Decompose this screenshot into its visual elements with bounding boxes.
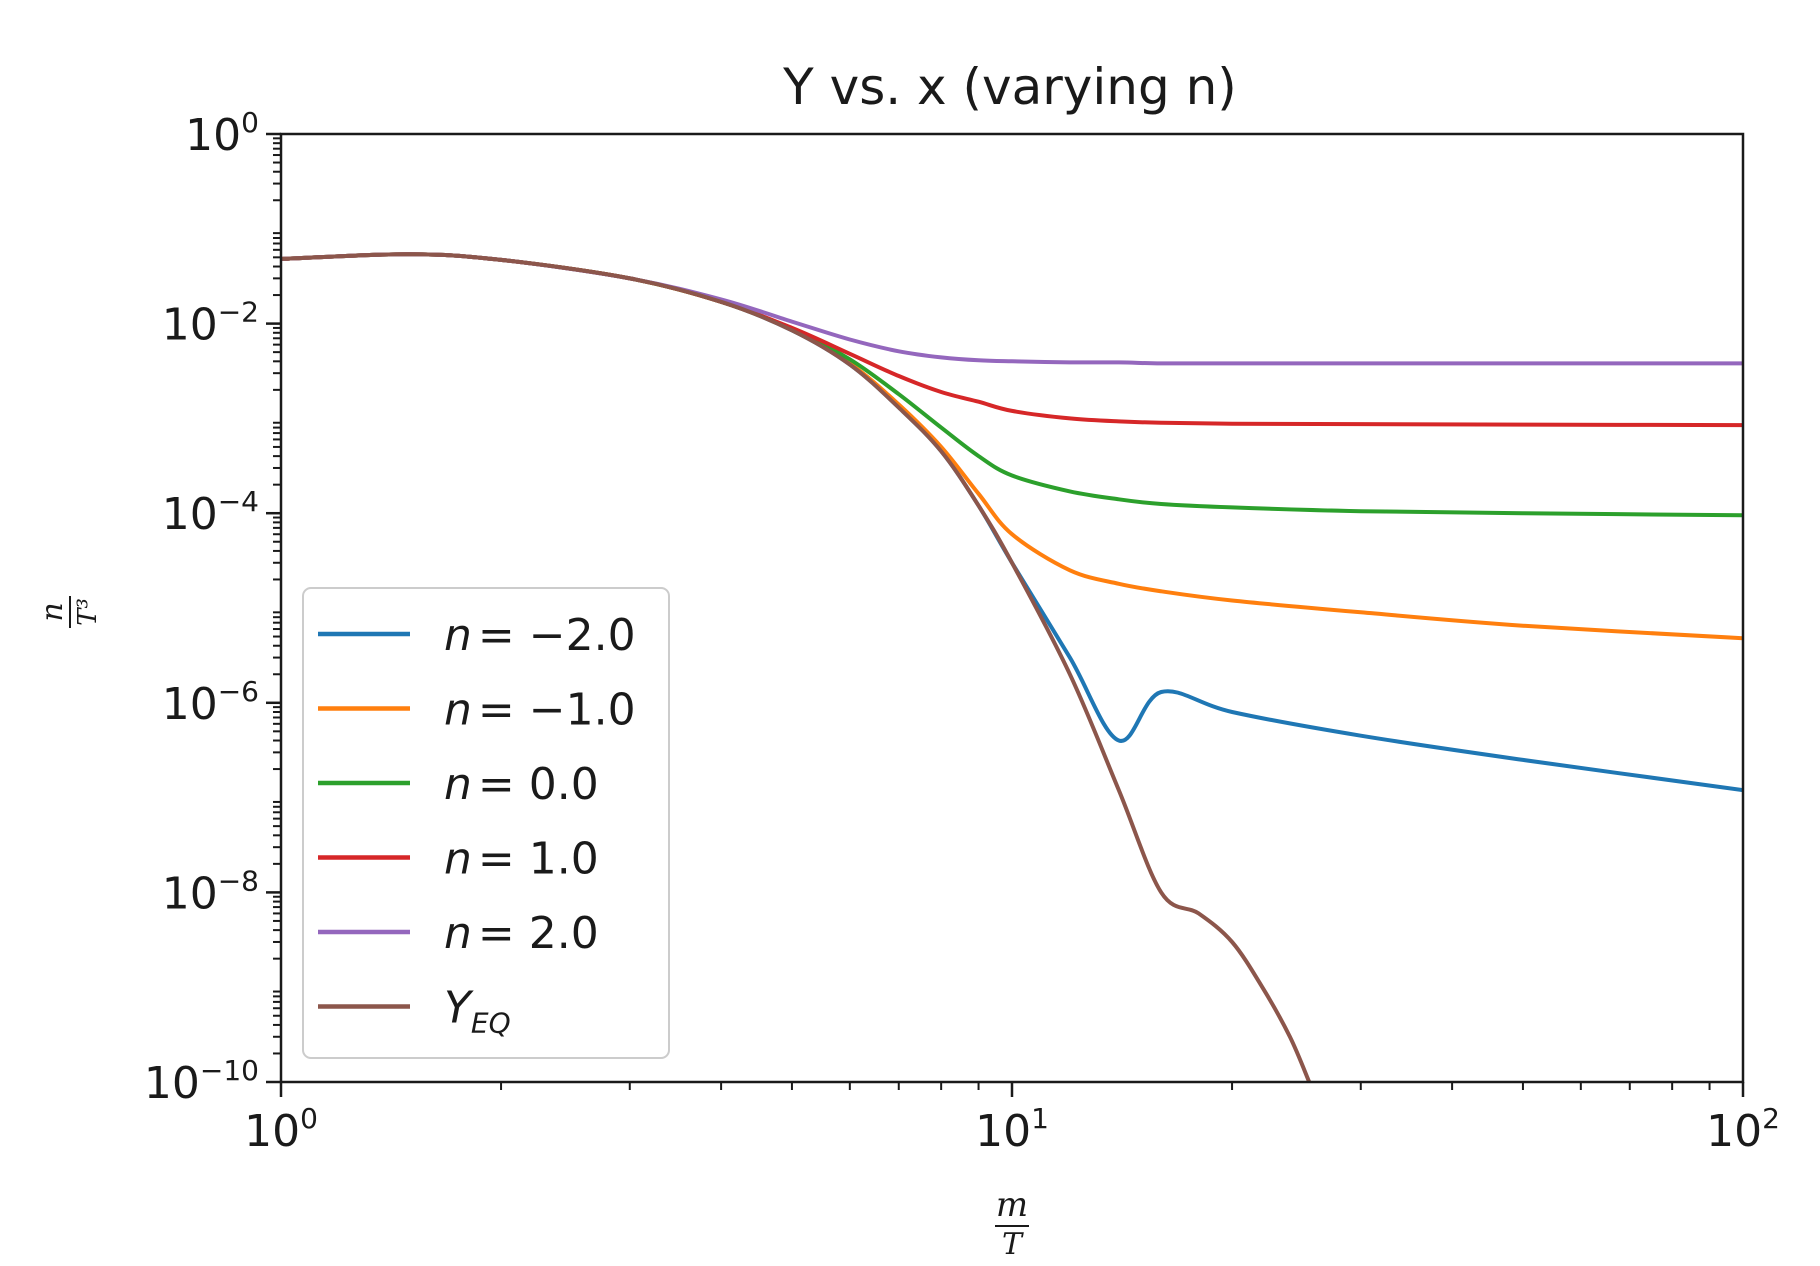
y-tick-base: 10 xyxy=(162,300,218,351)
legend-label-variable: n xyxy=(444,685,472,736)
y-axis-label: n T³ xyxy=(35,596,103,628)
legend-label-variable: n xyxy=(444,908,472,959)
y-tick-label: 10−2 xyxy=(162,296,259,351)
y-tick-base: 10 xyxy=(162,489,218,540)
legend-label-5: YEQ xyxy=(444,983,511,1040)
y-tick-exponent: −4 xyxy=(218,485,259,518)
legend-label-value: = −1.0 xyxy=(478,685,636,736)
legend-label-variable: n xyxy=(444,759,472,810)
y-tick-base: 10 xyxy=(162,868,218,919)
x-axis-label-numerator: m xyxy=(996,1185,1028,1225)
series-line-5 xyxy=(281,252,1312,1082)
y-tick-base: 10 xyxy=(185,110,241,161)
legend-label-1: n = −1.0 xyxy=(444,685,636,736)
x-axis-label: m T xyxy=(995,1185,1029,1262)
y-axis-label-numerator: n xyxy=(35,602,70,621)
legend-label-variable: n xyxy=(444,610,472,661)
legend-label-variable: Y xyxy=(444,983,474,1034)
y-tick-label: 100 xyxy=(185,106,259,161)
x-tick-base: 10 xyxy=(1706,1106,1762,1157)
legend-label-4: n = 2.0 xyxy=(444,908,599,959)
plot-lines xyxy=(281,252,1743,1082)
legend-box xyxy=(302,587,670,1059)
x-axis-ticks: 100 101 102 xyxy=(244,1082,1780,1157)
legend-label-subscript: EQ xyxy=(471,1007,511,1040)
y-tick-exponent: −2 xyxy=(218,296,259,329)
x-axis-label-denominator: T xyxy=(1002,1227,1024,1262)
chart-title: Y vs. x (varying n) xyxy=(782,58,1237,116)
x-tick-label: 101 xyxy=(975,1102,1049,1157)
x-tick-base: 10 xyxy=(975,1106,1031,1157)
y-tick-label: 10−6 xyxy=(162,675,259,730)
y-tick-exponent: −6 xyxy=(218,675,259,708)
y-tick-label: 10−4 xyxy=(162,485,259,540)
y-tick-exponent: −10 xyxy=(200,1054,259,1087)
x-tick-base: 10 xyxy=(244,1106,300,1157)
legend-label-value: = 1.0 xyxy=(478,834,599,885)
y-axis-label-denominator: T³ xyxy=(73,598,103,626)
legend-label-value: = −2.0 xyxy=(478,610,636,661)
x-tick-label: 100 xyxy=(244,1102,318,1157)
y-tick-exponent: −8 xyxy=(218,864,259,897)
y-tick-exponent: 0 xyxy=(241,106,259,139)
x-tick-exponent: 0 xyxy=(300,1102,318,1135)
y-tick-label: 10−8 xyxy=(162,864,259,919)
x-tick-exponent: 2 xyxy=(1762,1102,1780,1135)
legend-label-3: n = 1.0 xyxy=(444,834,599,885)
x-tick-label: 102 xyxy=(1706,1102,1780,1157)
y-tick-base: 10 xyxy=(144,1058,200,1109)
legend-label-value: = 2.0 xyxy=(478,908,599,959)
legend-label-0: n = −2.0 xyxy=(444,610,636,661)
y-tick-label: 10−10 xyxy=(144,1054,259,1109)
x-tick-exponent: 1 xyxy=(1031,1102,1049,1135)
legend-label-variable: n xyxy=(444,834,472,885)
legend-label-value: = 0.0 xyxy=(478,759,599,810)
y-tick-base: 10 xyxy=(162,679,218,730)
legend-label-2: n = 0.0 xyxy=(444,759,599,810)
